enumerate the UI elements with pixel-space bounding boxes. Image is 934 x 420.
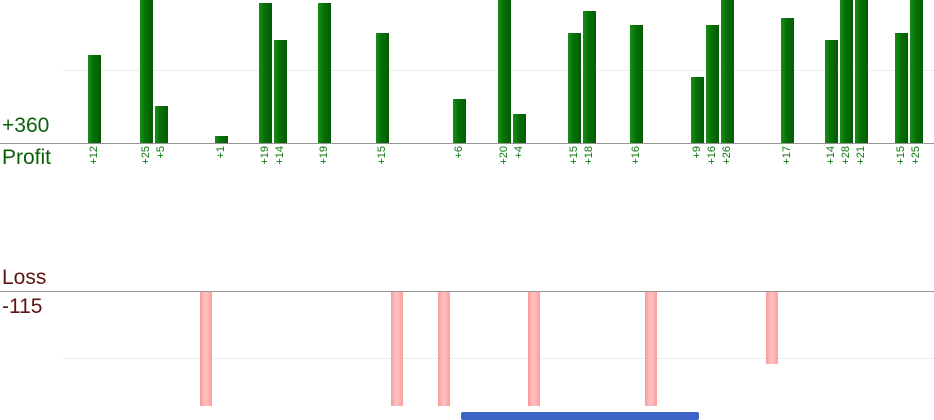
profit-bar [453,99,466,143]
profit-value-label: +1 [215,146,227,159]
profit-value-label: +20 [498,146,510,165]
profit-bar [855,0,868,143]
profit-value-label: +5 [155,146,167,159]
profit-bar [498,0,511,143]
profit-value-label: +19 [318,146,330,165]
profit-value-label: +16 [630,146,642,165]
horizontal-scrollbar-thumb[interactable] [461,412,699,420]
profit-total-label: +360 [2,114,50,137]
loss-bar [766,292,778,364]
profit-value-label: +15 [895,146,907,165]
profit-bar [781,18,794,143]
profit-bar [568,33,581,143]
profit-bar [691,77,704,143]
loss-bar [528,292,540,406]
profit-value-label: +19 [259,146,271,165]
profit-baseline [0,143,934,144]
profit-value-label: +15 [568,146,580,165]
loss-axis-label: Loss [2,266,47,289]
profit-value-label: +14 [274,146,286,165]
profit-bar [840,0,853,143]
profit-bar [318,3,331,143]
profit-bar [259,3,272,143]
profit-value-label: +12 [88,146,100,165]
profit-bar [825,40,838,143]
profit-bar [895,33,908,143]
loss-baseline [0,291,934,292]
profit-value-label: +4 [513,146,525,159]
profit-bar [155,106,168,143]
profit-value-label: +17 [781,146,793,165]
profit-bar [910,0,923,143]
profit-bar [583,11,596,143]
profit-value-label: +28 [840,146,852,165]
profit-value-label: +16 [706,146,718,165]
profit-value-label: +15 [376,146,388,165]
loss-bars-area [0,292,934,406]
profit-axis-label: Profit [2,146,52,169]
loss-bar [438,292,450,406]
profit-bar [274,40,287,143]
profit-bar [513,114,526,143]
profit-value-label: +25 [910,146,922,165]
loss-total-label: -115 [2,295,43,318]
profit-value-label: +25 [140,146,152,165]
profit-bar [215,136,228,143]
profit-value-label: +21 [855,146,867,165]
profit-value-label: +26 [721,146,733,165]
profit-value-label: +6 [453,146,465,159]
loss-bar [200,292,212,406]
profit-bars-area [0,0,934,143]
profit-value-label: +18 [583,146,595,165]
profit-value-label: +9 [691,146,703,159]
profit-bar [721,0,734,143]
profit-bar [140,0,153,143]
profit-bar [376,33,389,143]
loss-gridline [63,358,934,359]
loss-bar [391,292,403,406]
profit-bar [88,55,101,143]
profit-bar [630,25,643,143]
profit-bar [706,25,719,143]
profit-value-label: +14 [825,146,837,165]
loss-bar [645,292,657,406]
